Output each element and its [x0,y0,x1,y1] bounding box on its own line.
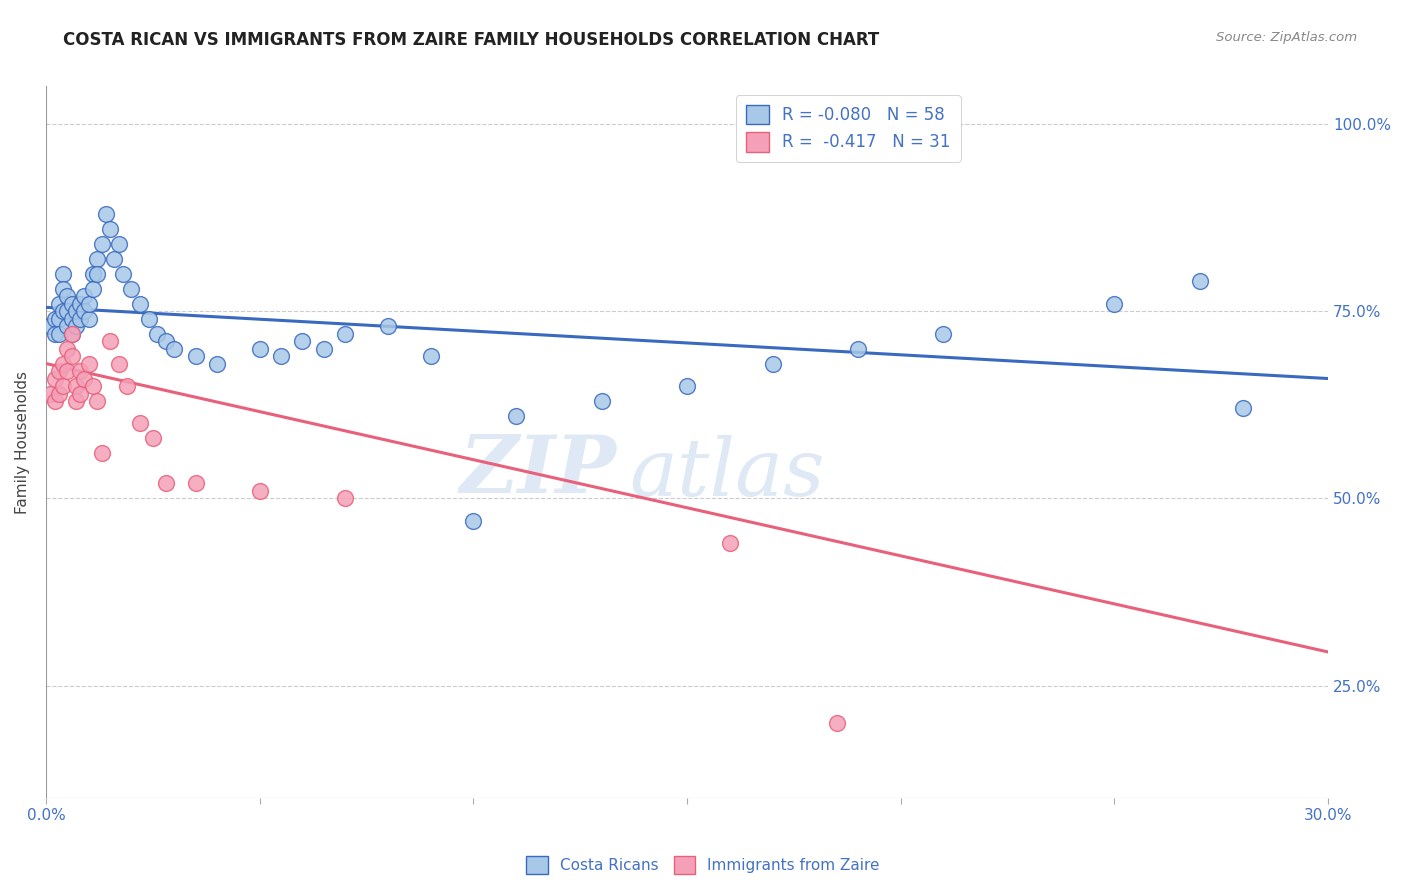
Point [155,334,177,348]
Point [676,379,699,393]
Point [73,304,96,318]
Point [60,311,83,326]
Point [90,446,112,460]
Point [111,267,134,281]
Point [138,311,160,326]
Point [932,326,955,341]
Point [90,236,112,251]
Point [82,379,104,393]
Point [65,319,87,334]
Point [60,349,83,363]
Point [718,536,741,550]
Point [377,319,399,334]
Point [129,296,152,310]
Point [52,357,75,371]
Point [419,349,441,363]
Point [39,386,62,401]
Point [77,296,100,310]
Point [163,342,186,356]
Point [463,514,485,528]
Point [86,267,108,281]
Point [44,326,66,341]
Point [107,236,129,251]
Point [56,342,79,356]
Point [52,282,75,296]
Point [52,379,75,393]
Point [52,267,75,281]
Y-axis label: Family Households: Family Households [15,371,30,514]
Point [846,342,869,356]
Point [333,491,356,506]
Point [761,357,783,371]
Point [591,394,613,409]
Point [56,319,79,334]
Point [77,357,100,371]
Point [249,342,271,356]
Point [48,386,70,401]
Text: atlas: atlas [630,435,825,513]
Point [249,483,271,498]
Point [48,364,70,378]
Point [184,476,207,491]
Point [86,394,108,409]
Point [65,379,87,393]
Point [52,304,75,318]
Legend: R = -0.080   N = 58, R =  -0.417   N = 31: R = -0.080 N = 58, R = -0.417 N = 31 [735,95,960,161]
Point [86,252,108,266]
Point [69,311,91,326]
Point [65,394,87,409]
Point [39,319,62,334]
Point [48,311,70,326]
Point [1104,296,1126,310]
Text: Source: ZipAtlas.com: Source: ZipAtlas.com [1216,31,1357,45]
Point [103,252,125,266]
Point [69,296,91,310]
Point [205,357,228,371]
Point [44,311,66,326]
Point [48,326,70,341]
Point [60,326,83,341]
Point [505,409,527,423]
Point [129,417,152,431]
Point [312,342,335,356]
Point [56,364,79,378]
Point [146,326,169,341]
Point [60,296,83,310]
Point [65,304,87,318]
Point [107,357,129,371]
Point [69,364,91,378]
Point [115,379,138,393]
Point [142,432,165,446]
Point [77,311,100,326]
Point [48,296,70,310]
Point [56,289,79,303]
Point [73,289,96,303]
Point [120,282,142,296]
Point [270,349,292,363]
Point [825,716,848,731]
Point [333,326,356,341]
Point [98,334,121,348]
Point [94,207,117,221]
Text: ZIP: ZIP [460,432,617,509]
Point [155,476,177,491]
Point [82,267,104,281]
Point [56,304,79,318]
Point [184,349,207,363]
Point [44,394,66,409]
Point [60,326,83,341]
Point [1188,274,1211,288]
Legend: Costa Ricans, Immigrants from Zaire: Costa Ricans, Immigrants from Zaire [520,850,886,880]
Text: COSTA RICAN VS IMMIGRANTS FROM ZAIRE FAMILY HOUSEHOLDS CORRELATION CHART: COSTA RICAN VS IMMIGRANTS FROM ZAIRE FAM… [63,31,880,49]
Point [1232,401,1254,416]
Point [291,334,314,348]
Point [82,282,104,296]
Point [44,371,66,385]
Point [98,221,121,235]
Point [69,386,91,401]
Point [73,371,96,385]
